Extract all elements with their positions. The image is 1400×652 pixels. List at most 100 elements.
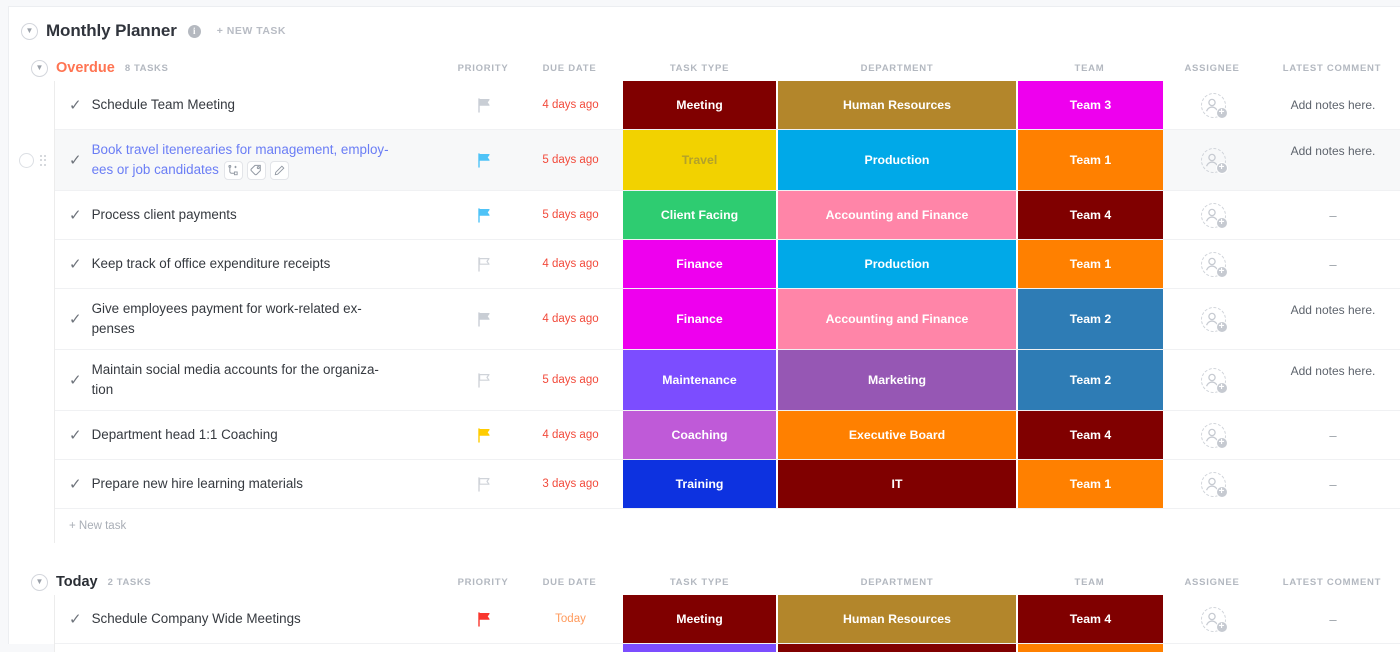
team-cell[interactable]: Team 1	[1018, 130, 1163, 190]
row-checkbox[interactable]	[18, 152, 34, 168]
edit-pencil-icon[interactable]	[269, 160, 289, 180]
column-header-team[interactable]: TEAM	[1074, 62, 1105, 74]
due-date-cell[interactable]: 5 days ago	[542, 209, 599, 221]
priority-cell-flag-filled-gray[interactable]	[450, 81, 518, 129]
task-title[interactable]: Process client payments	[91, 206, 237, 222]
add-assignee-plus-icon[interactable]: +	[1215, 436, 1228, 449]
subtask-icon[interactable]	[223, 160, 243, 180]
task-name-cell[interactable]: ✓ Schedule Team Meeting	[55, 81, 450, 129]
column-header-comment[interactable]: LATEST COMMENT	[1282, 576, 1382, 588]
collapse-group-chevron-down-icon[interactable]: ▼	[31, 59, 48, 77]
task-title[interactable]: Schedule Company Wide Meetings	[91, 610, 301, 626]
team-cell[interactable]: Team 2	[1018, 350, 1163, 410]
task-complete-check-icon[interactable]: ✓	[69, 610, 82, 628]
avatar[interactable]: +	[1200, 92, 1228, 119]
avatar[interactable]: +	[1200, 306, 1228, 333]
task-type-cell[interactable]: Meeting	[623, 81, 778, 129]
table-row[interactable]: ✓ Give employees payment for work-related…	[55, 289, 1400, 350]
task-name-cell[interactable]: ✓ Schedule Company Wide Meetings	[55, 595, 450, 643]
task-title[interactable]: Prepare new hire learning materials	[91, 475, 303, 491]
team-cell[interactable]: Team 1	[1018, 460, 1163, 508]
due-date-cell[interactable]: 5 days ago	[542, 374, 599, 386]
task-complete-check-icon[interactable]: ✓	[69, 475, 82, 493]
task-title[interactable]: Department head 1:1 Coaching	[91, 426, 278, 442]
department-cell[interactable]: Accounting and Finance	[778, 289, 1018, 349]
task-complete-check-icon[interactable]: ✓	[69, 371, 82, 389]
collapse-list-chevron-down-icon[interactable]: ▼	[21, 22, 38, 40]
due-date-cell[interactable]: 4 days ago	[542, 99, 599, 111]
column-header-department[interactable]: DEPARTMENT	[860, 576, 934, 588]
assignee-cell[interactable]: +	[1163, 350, 1263, 410]
task-title[interactable]: Schedule Team Meeting	[91, 96, 235, 112]
column-header-department[interactable]: DEPARTMENT	[860, 62, 934, 74]
latest-comment-cell[interactable]: –	[1263, 411, 1400, 459]
table-row[interactable]: ✓ Keep track of office expenditure receip…	[55, 240, 1400, 289]
table-row[interactable]: ✓ Process client payments 5 days ago Client…	[55, 191, 1400, 240]
priority-cell-flag-filled-yellow[interactable]	[450, 411, 518, 459]
latest-comment-cell[interactable]: –	[1263, 460, 1400, 508]
assignee-cell[interactable]: +	[1163, 289, 1263, 349]
department-cell[interactable]: Marketing	[778, 350, 1018, 410]
task-type-cell[interactable]: Training	[623, 460, 778, 508]
assignee-cell[interactable]: +	[1163, 411, 1263, 459]
add-assignee-plus-icon[interactable]: +	[1215, 485, 1228, 498]
priority-cell-flag-filled-blue[interactable]	[450, 130, 518, 190]
table-row[interactable]: ✓ Book travel itenerearies for management…	[18, 130, 1400, 191]
task-name-cell[interactable]: ✓ Department head 1:1 Coaching	[55, 411, 450, 459]
task-type-cell[interactable]: Maintenance	[623, 644, 778, 652]
column-header-due[interactable]: DUE DATE	[542, 576, 597, 588]
team-cell[interactable]: Team 4	[1018, 191, 1163, 239]
assignee-cell[interactable]: +	[1163, 595, 1263, 643]
priority-cell-flag-filled-gray[interactable]	[450, 289, 518, 349]
assignee-cell[interactable]: +	[1163, 130, 1263, 190]
add-assignee-plus-icon[interactable]: +	[1215, 106, 1228, 119]
column-header-due[interactable]: DUE DATE	[542, 62, 597, 74]
team-cell[interactable]: Team 2	[1018, 289, 1163, 349]
info-icon[interactable]: i	[187, 24, 201, 38]
department-cell[interactable]: Executive Board	[778, 411, 1018, 459]
task-type-cell[interactable]: Travel	[623, 130, 778, 190]
assignee-cell[interactable]: +	[1163, 460, 1263, 508]
task-name-cell[interactable]: ✓Office software and equipment maintenan…	[55, 644, 450, 652]
add-assignee-plus-icon[interactable]: +	[1215, 216, 1228, 229]
department-cell[interactable]: Production	[778, 130, 1018, 190]
task-title[interactable]: Keep track of office expenditure receipt…	[91, 255, 331, 271]
add-new-task-button[interactable]: + New task	[54, 509, 1400, 543]
task-name-cell[interactable]: ✓ Maintain social media accounts for the …	[55, 350, 450, 410]
priority-cell-flag-outline-gray[interactable]	[450, 460, 518, 508]
latest-comment-cell[interactable]: Add notes here.	[1263, 81, 1400, 129]
add-assignee-plus-icon[interactable]: +	[1215, 161, 1228, 174]
due-date-cell[interactable]: 4 days ago	[542, 429, 599, 441]
latest-comment-cell[interactable]: Add notes here.	[1263, 289, 1400, 349]
latest-comment-cell[interactable]: Add notes here.	[1263, 130, 1400, 190]
add-assignee-plus-icon[interactable]: +	[1215, 381, 1228, 394]
table-row[interactable]: ✓ Schedule Company Wide Meetings Today Meet…	[55, 595, 1400, 644]
task-name-cell[interactable]: ✓ Prepare new hire learning materials	[55, 460, 450, 508]
task-title[interactable]: Maintain social media accounts for the o…	[91, 361, 379, 397]
avatar[interactable]: +	[1200, 367, 1228, 394]
drag-handle-icon[interactable]	[39, 154, 47, 166]
new-task-top-button[interactable]: + NEW TASK	[216, 25, 287, 37]
task-complete-check-icon[interactable]: ✓	[69, 151, 82, 169]
latest-comment-cell[interactable]: –	[1263, 191, 1400, 239]
table-row[interactable]: ✓ Prepare new hire learning materials 3 da…	[55, 460, 1400, 509]
department-cell[interactable]: Human Resources	[778, 81, 1018, 129]
priority-cell-flag-filled-yellow[interactable]	[450, 644, 518, 652]
due-date-cell[interactable]: 5 days ago	[542, 154, 599, 166]
task-name-cell[interactable]: ✓ Process client payments	[55, 191, 450, 239]
assignee-cell[interactable]: +	[1163, 81, 1263, 129]
column-header-comment[interactable]: LATEST COMMENT	[1282, 62, 1382, 74]
add-assignee-plus-icon[interactable]: +	[1215, 265, 1228, 278]
due-date-cell[interactable]: 4 days ago	[542, 313, 599, 325]
assignee-cell[interactable]: +	[1163, 240, 1263, 288]
table-row[interactable]: ✓Office software and equipment maintenan…	[55, 644, 1400, 652]
column-header-team[interactable]: TEAM	[1074, 576, 1105, 588]
tag-icon[interactable]	[246, 160, 266, 180]
team-cell[interactable]: Team 4	[1018, 411, 1163, 459]
avatar[interactable]: +	[1200, 422, 1228, 449]
due-date-cell[interactable]: 3 days ago	[542, 478, 599, 490]
task-name-cell[interactable]: ✓ Give employees payment for work-related…	[55, 289, 450, 349]
table-row[interactable]: ✓ Department head 1:1 Coaching 4 days ago C…	[55, 411, 1400, 460]
column-header-priority[interactable]: PRIORITY	[457, 62, 509, 74]
assignee-cell[interactable]: +	[1163, 191, 1263, 239]
